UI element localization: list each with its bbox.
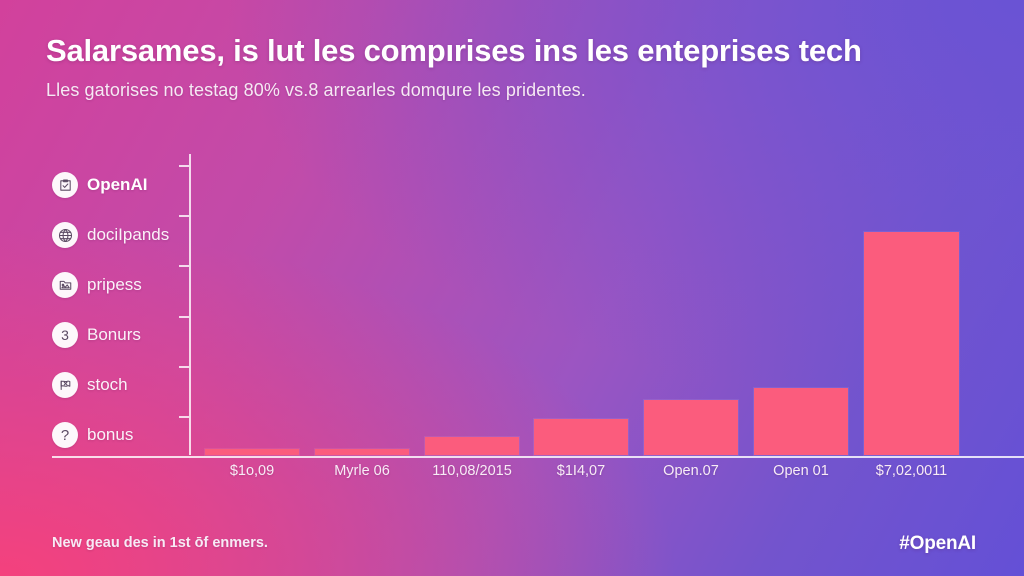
folder-image-icon — [52, 272, 78, 298]
y-axis-tick — [179, 366, 189, 368]
x-axis-labels: $1o,09 Myrle 06 110,08/2015 $1I4,07 Open.07 O… — [189, 463, 979, 487]
x-axis-label: Myrle 06 — [334, 463, 390, 479]
legend-badge-question: ? — [60, 426, 70, 444]
bar-3[interactable] — [425, 437, 519, 455]
number-3-icon: 3 — [52, 322, 78, 348]
header: Salarsames, is lut les compırises ins le… — [46, 33, 976, 101]
legend-item-label: bonus — [87, 425, 134, 444]
bar-2[interactable] — [315, 449, 409, 455]
legend-item-label: Bonurs — [87, 325, 141, 344]
y-axis-line — [179, 154, 191, 455]
legend-item-label: OpenAI — [87, 175, 148, 194]
bar-4[interactable] — [534, 419, 628, 455]
chart-plot-area — [52, 154, 1024, 458]
legend-badge-number: 3 — [61, 327, 69, 343]
y-axis-tick — [179, 165, 189, 167]
x-axis-label: 110,08/2015 — [432, 463, 512, 479]
x-axis-line — [52, 456, 1024, 458]
legend-item-bonurs[interactable]: 3 Bonurs — [52, 310, 192, 360]
bar-1[interactable] — [205, 449, 299, 455]
x-axis-label: Open.07 — [663, 463, 719, 479]
legend-item-openai[interactable]: OpenAI — [52, 160, 192, 210]
x-axis-label: $1o,09 — [229, 463, 275, 479]
y-axis-tick — [179, 215, 189, 217]
question-mark-icon: ? — [52, 422, 78, 448]
legend-item-stoch[interactable]: stoch — [52, 360, 192, 410]
page-subtitle: Lles gatorises no testag 80% vs.8 arrear… — [46, 79, 586, 100]
legend-item-label: stoch — [87, 375, 128, 394]
legend-item-label: pripess — [87, 275, 142, 294]
bar-6[interactable] — [754, 388, 848, 455]
footer-note: New geau des in 1st ōf enmers. — [52, 535, 268, 551]
clipboard-check-icon — [52, 172, 78, 198]
legend-item-label: dociIpands — [87, 225, 170, 244]
y-axis-tick — [179, 316, 189, 318]
x-axis-label: Open 01 — [773, 463, 829, 479]
legend: OpenAI dociIpands pripess 3 Bonurs stoch? bonu… — [52, 160, 192, 460]
bar-5[interactable] — [644, 400, 738, 455]
flag-icon — [52, 372, 78, 398]
y-axis-tick — [179, 416, 189, 418]
legend-item-dociipands[interactable]: dociIpands — [52, 210, 192, 260]
footer-hashtag: #OpenAI — [899, 533, 976, 554]
y-axis-tick — [179, 265, 189, 267]
bar-7[interactable] — [864, 232, 959, 455]
x-axis-label: $1I4,07 — [556, 463, 606, 479]
bar-series — [189, 154, 979, 455]
page-title: Salarsames, is lut les compırises ins le… — [46, 33, 862, 68]
legend-item-bonus[interactable]: ? bonus — [52, 410, 192, 460]
x-axis-label: $7,02,0011 — [875, 463, 948, 479]
legend-item-pripess[interactable]: pripess — [52, 260, 192, 310]
globe-icon — [52, 222, 78, 248]
